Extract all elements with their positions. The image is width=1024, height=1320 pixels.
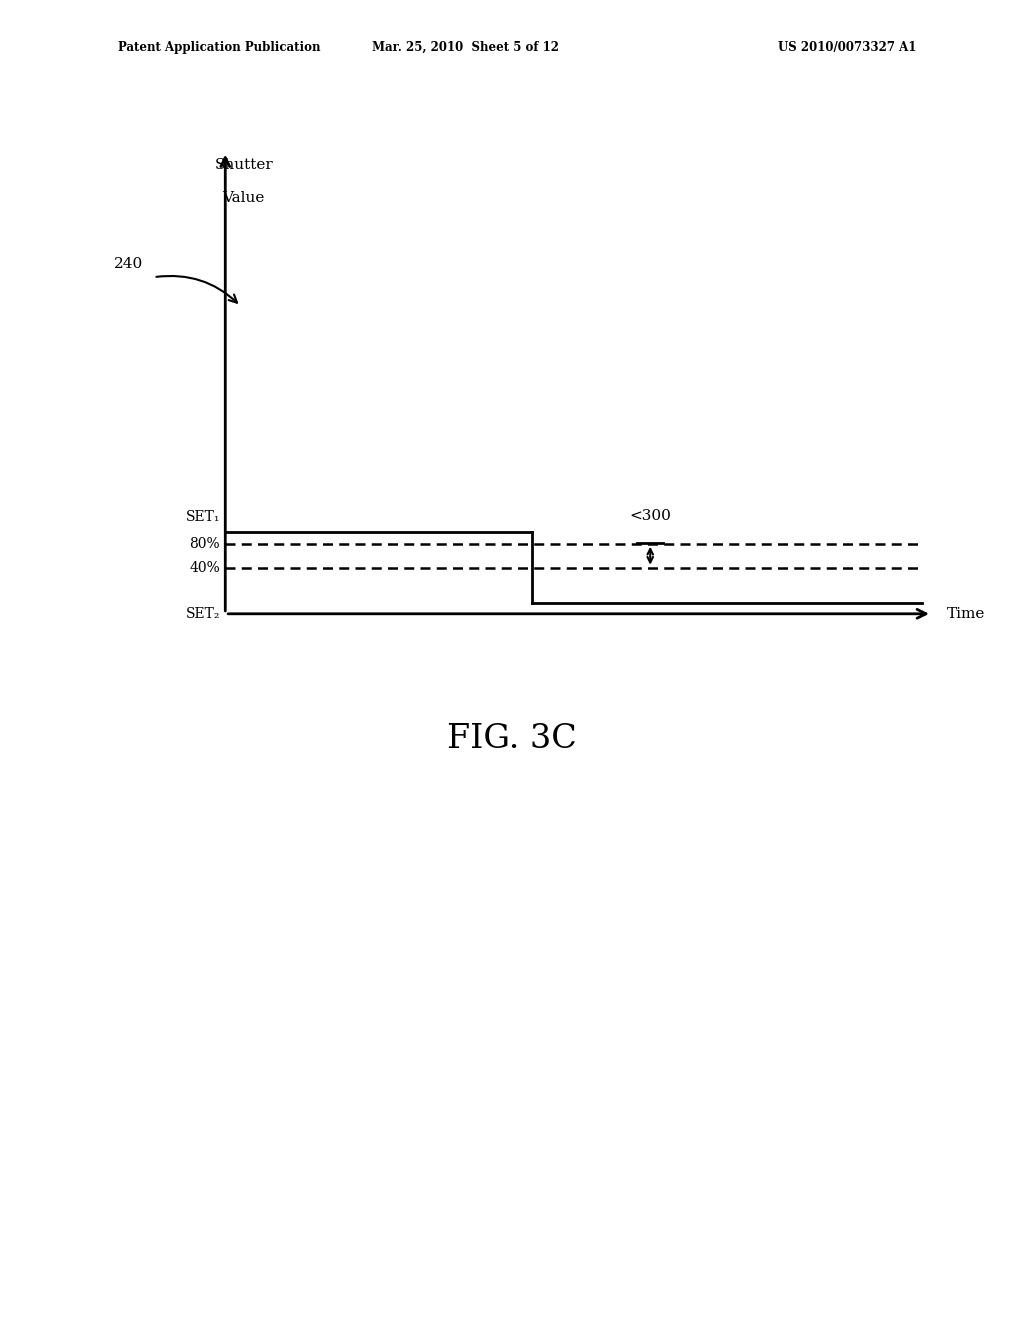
- Text: FIG. 3C: FIG. 3C: [447, 723, 577, 755]
- Text: 240: 240: [114, 257, 143, 271]
- Text: SET₂: SET₂: [185, 607, 220, 622]
- Text: Time: Time: [947, 607, 985, 620]
- Text: Value: Value: [222, 190, 265, 205]
- Text: Patent Application Publication: Patent Application Publication: [118, 41, 321, 54]
- Text: Shutter: Shutter: [214, 157, 273, 172]
- Text: US 2010/0073327 A1: US 2010/0073327 A1: [778, 41, 916, 54]
- Text: <300: <300: [630, 508, 671, 523]
- Text: Mar. 25, 2010  Sheet 5 of 12: Mar. 25, 2010 Sheet 5 of 12: [373, 41, 559, 54]
- Text: 40%: 40%: [189, 561, 220, 574]
- Text: SET₁: SET₁: [185, 510, 220, 524]
- Text: 80%: 80%: [189, 537, 220, 550]
